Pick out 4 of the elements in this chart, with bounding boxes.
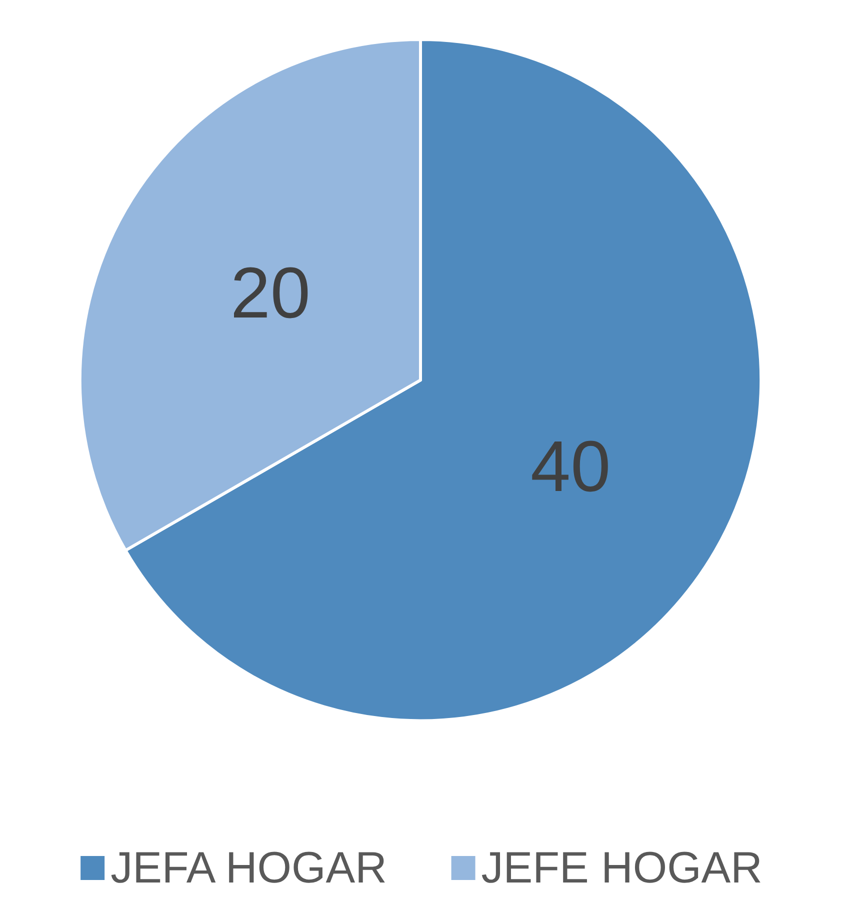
legend-label: JEFE HOGAR: [481, 844, 762, 892]
legend-label: JEFA HOGAR: [110, 844, 387, 892]
data-label: 40: [530, 426, 611, 507]
data-label: 20: [230, 253, 310, 334]
